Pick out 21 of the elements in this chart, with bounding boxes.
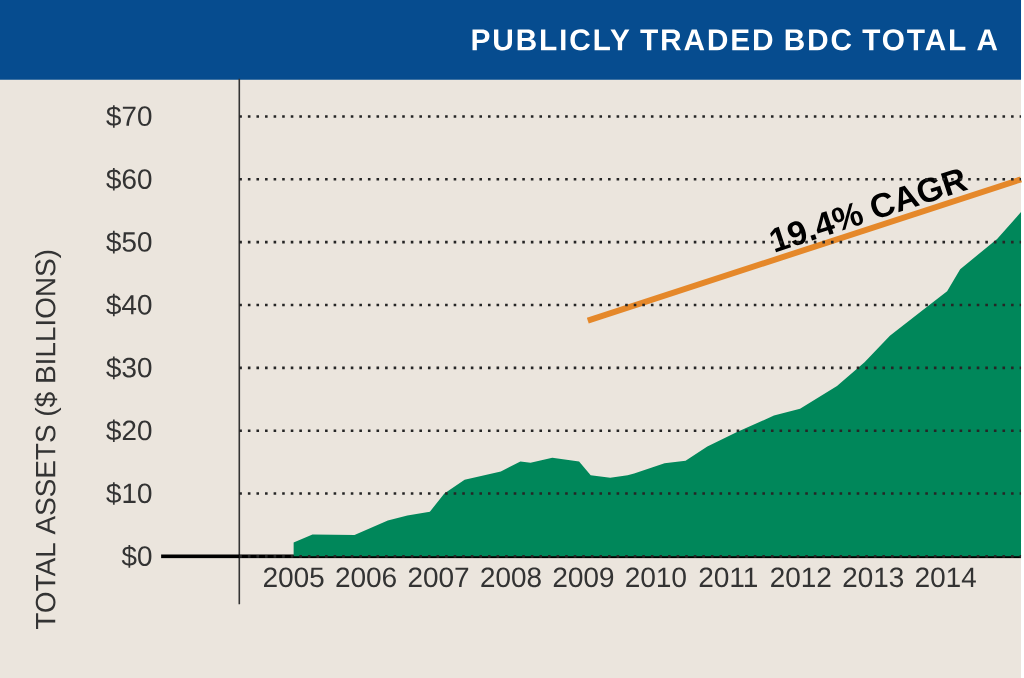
y-tick-label: $0 xyxy=(121,545,152,568)
x-tick-label: 2006 xyxy=(336,567,396,588)
y-tick-label: $60 xyxy=(106,168,152,191)
x-tick-label: 2013 xyxy=(843,567,904,588)
y-tick-label: $20 xyxy=(106,419,152,442)
annotation: 19.4% CAGR xyxy=(770,169,969,253)
x-tick-label: 2005 xyxy=(263,567,324,588)
chart-title: PUBLICLY TRADED BDC TOTAL A xyxy=(472,29,998,51)
y-axis-title: TOTAL ASSETS ($ BILLIONS) xyxy=(34,250,62,630)
x-tick-label: 2010 xyxy=(626,567,686,588)
y-tick-label: $70 xyxy=(106,105,152,128)
y-tick-label: $40 xyxy=(106,293,152,317)
x-tick-label: 2007 xyxy=(408,567,469,588)
x-tick-label: 2012 xyxy=(771,567,831,588)
x-tick-label: 2014 xyxy=(916,567,976,588)
x-tick-label: 2011 xyxy=(699,567,757,588)
y-tick-label: $30 xyxy=(106,356,152,380)
y-tick-label: $50 xyxy=(106,230,152,254)
x-tick-label: 2009 xyxy=(553,567,614,588)
x-tick-label: 2008 xyxy=(481,567,541,588)
y-tick-label: $10 xyxy=(106,482,152,505)
